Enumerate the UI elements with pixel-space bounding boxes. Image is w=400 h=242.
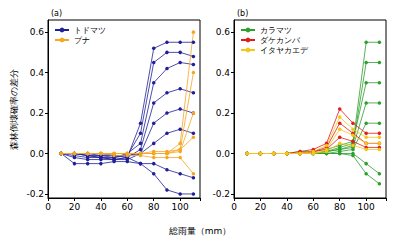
svg-text:20: 20 [69,202,81,212]
svg-text:ダケカンバ: ダケカンバ [260,36,301,45]
svg-text:0.2: 0.2 [216,108,230,118]
svg-text:60: 60 [308,202,320,212]
svg-text:トドマツ: トドマツ [74,26,106,35]
svg-text:森林倒壊確率の差分: 森林倒壊確率の差分 [9,69,19,150]
svg-text:0.4: 0.4 [216,68,231,78]
svg-text:カラマツ: カラマツ [260,26,292,35]
svg-text:-0.2: -0.2 [212,189,230,199]
svg-text:ブナ: ブナ [74,36,90,45]
svg-text:40: 40 [281,202,293,212]
svg-text:80: 80 [334,202,346,212]
svg-text:0: 0 [231,202,237,212]
svg-text:(a): (a) [51,9,62,18]
svg-text:100: 100 [172,202,189,212]
svg-text:(b): (b) [237,9,248,18]
svg-text:0.2: 0.2 [30,108,44,118]
svg-text:80: 80 [148,202,160,212]
svg-text:0.0: 0.0 [216,149,231,159]
svg-text:0.4: 0.4 [30,68,45,78]
svg-text:0.0: 0.0 [30,149,45,159]
svg-text:20: 20 [255,202,267,212]
svg-text:-0.2: -0.2 [26,189,44,199]
svg-text:総雨量（mm）: 総雨量（mm） [168,226,232,236]
svg-text:イタヤカエデ: イタヤカエデ [260,46,309,55]
svg-text:0: 0 [45,202,51,212]
svg-text:0.6: 0.6 [216,27,231,37]
svg-text:0.6: 0.6 [30,27,45,37]
svg-text:100: 100 [358,202,375,212]
svg-text:40: 40 [95,202,107,212]
svg-text:60: 60 [122,202,134,212]
